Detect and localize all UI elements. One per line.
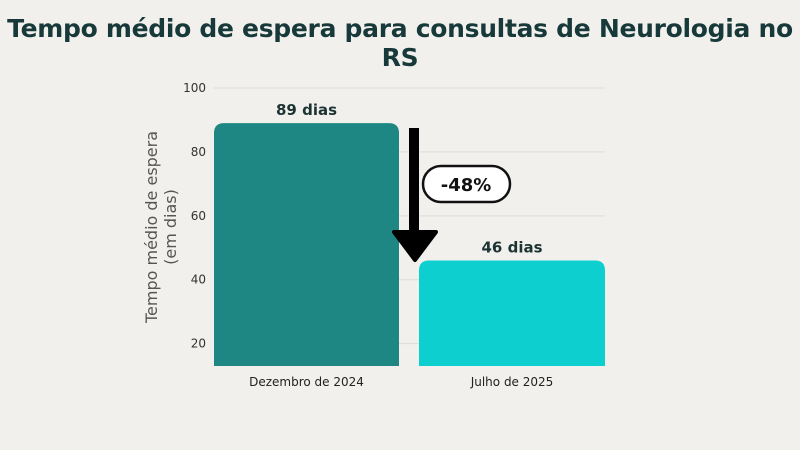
data-label: 89 dias	[276, 101, 337, 119]
chart-title: Tempo médio de espera para consultas de …	[7, 14, 793, 72]
y-tick-label: 40	[191, 273, 206, 287]
y-tick-label: 100	[183, 81, 206, 95]
bar	[214, 123, 399, 367]
y-tick-label: 60	[191, 209, 206, 223]
y-axis-label: Tempo médio de espera(em dias)	[142, 131, 180, 324]
x-tick-label: Dezembro de 2024	[249, 375, 364, 389]
down-arrow-icon	[392, 230, 438, 262]
x-tick-label: Julho de 2025	[470, 375, 554, 389]
y-axis-label-line: Tempo médio de espera	[142, 131, 161, 324]
data-label: 46 dias	[481, 239, 542, 257]
annotation-badge	[421, 164, 512, 204]
bar	[419, 260, 605, 366]
annotation-text: -48%	[441, 175, 492, 196]
arrow-shaft	[409, 128, 419, 238]
y-tick-label: 80	[191, 145, 206, 159]
y-tick-label: 20	[191, 337, 206, 351]
y-axis-label-line: (em dias)	[161, 189, 180, 265]
